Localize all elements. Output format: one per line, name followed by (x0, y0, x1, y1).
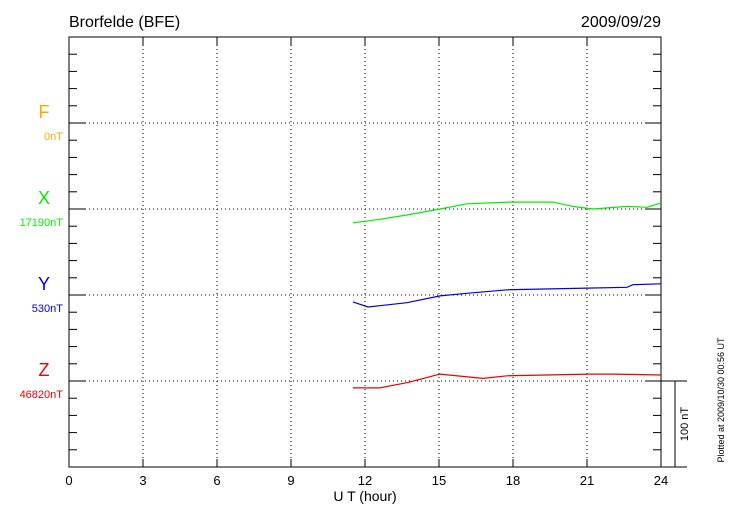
scale-bar-label: 100 nT (679, 407, 691, 442)
x-tick-label: 6 (213, 473, 220, 488)
x-tick-label: 12 (358, 473, 372, 488)
chart-date: 2009/09/29 (581, 14, 661, 31)
x-tick-label: 9 (287, 473, 294, 488)
x-tick-label: 18 (506, 473, 520, 488)
series-baseline-z: 46820nT (20, 389, 64, 401)
chart-title: Brorfelde (BFE) (69, 14, 180, 31)
series-name-z: Z (39, 360, 50, 380)
series-name-y: Y (38, 274, 50, 294)
x-axis-label: U T (hour) (333, 488, 396, 504)
series-line-x (352, 201, 662, 224)
x-tick-label: 24 (654, 473, 668, 488)
series-line-y (352, 283, 662, 308)
series-name-f: F (39, 102, 50, 122)
x-tick-label: 0 (65, 473, 72, 488)
series-name-x: X (38, 188, 50, 208)
plotted-at-footer: Plotted at 2009/10/30 00:56 UT (716, 337, 726, 463)
x-tick-label: 3 (139, 473, 146, 488)
x-tick-label: 21 (580, 473, 594, 488)
series-line-z (352, 373, 662, 389)
series-baseline-f: 0nT (44, 131, 63, 143)
plot-frame (68, 36, 662, 468)
series-baseline-x: 17190nT (20, 217, 64, 229)
series-baseline-y: 530nT (32, 303, 63, 315)
x-tick-label: 15 (432, 473, 446, 488)
